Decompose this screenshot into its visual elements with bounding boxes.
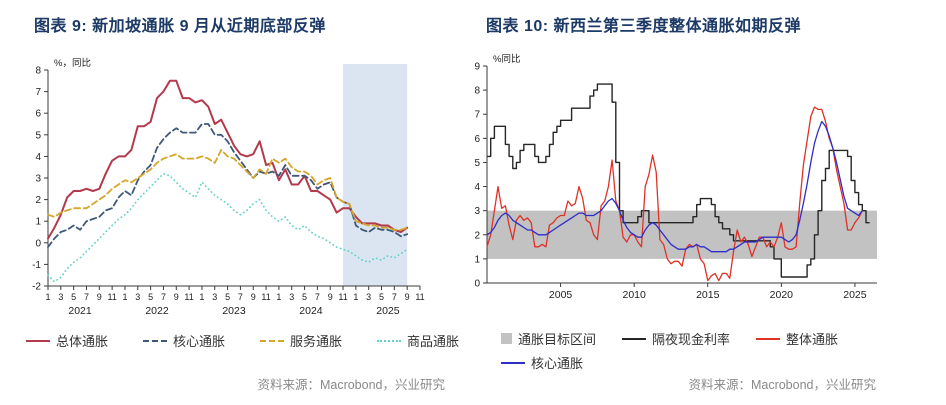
svg-text:0: 0 <box>35 238 41 249</box>
legend-label: 通胀目标区间 <box>518 332 597 347</box>
svg-text:11: 11 <box>415 292 424 302</box>
services-inflation-line-marker <box>259 339 284 342</box>
svg-text:3: 3 <box>366 292 371 302</box>
figure-10-legend-row-1: 通胀目标区间 隔夜现金利率 整体通胀 <box>473 329 946 348</box>
legend-label: 隔夜现金利率 <box>652 332 731 347</box>
svg-text:4: 4 <box>35 152 41 163</box>
figure-10-source: 资料来源：Macrobond，兴业研究 <box>688 378 876 392</box>
svg-text:2021: 2021 <box>68 305 92 317</box>
svg-text:4: 4 <box>474 182 480 193</box>
legend-item-headline-inflation: 整体通胀 <box>756 329 838 348</box>
svg-text:6: 6 <box>474 134 480 145</box>
svg-text:11: 11 <box>338 292 347 302</box>
legend-label: 整体通胀 <box>786 332 839 347</box>
legend-label: 总体通胀 <box>56 334 109 349</box>
core-inflation-line-marker <box>142 339 167 342</box>
svg-text:2025: 2025 <box>376 305 400 317</box>
svg-text:3: 3 <box>212 292 217 302</box>
svg-text:2: 2 <box>474 230 480 241</box>
svg-text:5: 5 <box>302 292 307 302</box>
svg-text:-1: -1 <box>32 260 41 271</box>
legend-label: 核心通胀 <box>531 356 584 371</box>
svg-text:7: 7 <box>161 292 166 302</box>
svg-text:1: 1 <box>474 254 480 265</box>
svg-text:1: 1 <box>45 292 50 302</box>
legend-item-overnight-cash-rate: 隔夜现金利率 <box>622 329 730 348</box>
svg-text:2010: 2010 <box>622 289 646 301</box>
svg-text:9: 9 <box>405 292 410 302</box>
figure-9-source: 资料来源：Macrobond，兴业研究 <box>257 378 445 392</box>
svg-text:%，同比: %，同比 <box>54 57 91 69</box>
svg-text:7: 7 <box>474 110 480 121</box>
svg-text:3: 3 <box>58 292 63 302</box>
goods-inflation-line-marker <box>376 339 401 342</box>
figure-9-panel: 图表 9: 新加坡通胀 9 月从近期底部反弹 8 7 6 5 4 3 2 1 0 -1 -2 1 3 5 7… <box>0 18 473 392</box>
svg-text:2020: 2020 <box>770 289 794 301</box>
svg-text:8: 8 <box>474 86 480 97</box>
headline-inflation-line-marker <box>26 339 50 342</box>
svg-text:7: 7 <box>35 87 41 98</box>
legend-item-goods-inflation: 商品通胀 <box>376 331 459 350</box>
svg-text:2023: 2023 <box>222 305 246 317</box>
svg-text:1: 1 <box>35 217 41 228</box>
svg-text:3: 3 <box>35 174 41 185</box>
legend-label: 服务通胀 <box>289 334 342 349</box>
svg-text:9: 9 <box>328 292 333 302</box>
legend-item-services-inflation: 服务通胀 <box>259 331 342 350</box>
svg-text:9: 9 <box>97 292 102 302</box>
legend-item-headline-inflation: 总体通胀 <box>26 331 108 350</box>
svg-text:7: 7 <box>392 292 397 302</box>
svg-text:%同比: %同比 <box>493 53 520 65</box>
svg-text:7: 7 <box>84 292 89 302</box>
target-band-swatch <box>501 333 512 344</box>
headline-inflation-line-marker <box>756 337 781 340</box>
legend-item-core-inflation: 核心通胀 <box>142 331 225 350</box>
legend-label: 核心通胀 <box>172 334 225 349</box>
svg-text:11: 11 <box>107 292 116 302</box>
svg-text:9: 9 <box>251 292 256 302</box>
svg-text:9: 9 <box>174 292 179 302</box>
svg-text:3: 3 <box>474 206 480 217</box>
svg-text:2005: 2005 <box>549 289 573 301</box>
figure-10-panel: 图表 10: 新西兰第三季度整体通胀如期反弹 9 8 7 6 5 4 3 2 1 0 2005 201… <box>473 0 946 405</box>
svg-text:5: 5 <box>225 292 230 302</box>
svg-text:1: 1 <box>199 292 204 302</box>
svg-text:2: 2 <box>35 195 41 206</box>
svg-text:2022: 2022 <box>145 305 169 317</box>
svg-text:9: 9 <box>474 62 480 73</box>
svg-text:7: 7 <box>238 292 243 302</box>
svg-text:5: 5 <box>474 158 480 169</box>
svg-text:0: 0 <box>474 279 480 290</box>
svg-text:2015: 2015 <box>696 289 720 301</box>
figure-9-title: 图表 9: 新加坡通胀 9 月从近期底部反弹 <box>34 18 326 35</box>
svg-text:8: 8 <box>35 66 41 77</box>
svg-text:3: 3 <box>289 292 294 302</box>
svg-text:2025: 2025 <box>843 289 867 301</box>
figure-10-title: 图表 10: 新西兰第三季度整体通胀如期反弹 <box>486 18 802 35</box>
svg-text:3: 3 <box>135 292 140 302</box>
figure-9-legend: 总体通胀 核心通胀 服务通胀 商品通胀 <box>0 331 473 350</box>
svg-text:1: 1 <box>276 292 281 302</box>
legend-item-target-band: 通胀目标区间 <box>501 329 596 348</box>
svg-text:11: 11 <box>184 292 193 302</box>
legend-item-core-inflation: 核心通胀 <box>501 353 583 372</box>
svg-text:1: 1 <box>353 292 358 302</box>
svg-text:5: 5 <box>379 292 384 302</box>
svg-text:6: 6 <box>35 109 41 120</box>
svg-text:7: 7 <box>315 292 320 302</box>
core-inflation-line-marker <box>501 361 525 364</box>
figure-10-legend-row-2: 核心通胀 <box>473 353 946 372</box>
svg-text:5: 5 <box>71 292 76 302</box>
svg-text:11: 11 <box>261 292 270 302</box>
legend-label: 商品通胀 <box>406 334 459 349</box>
svg-text:-2: -2 <box>32 282 41 293</box>
svg-text:2024: 2024 <box>299 305 323 317</box>
svg-text:5: 5 <box>35 130 41 141</box>
newzealand-inflation-chart: 9 8 7 6 5 4 3 2 1 0 2005 2010 2015 2020 2025 %同比 <box>474 53 877 301</box>
overnight-cash-rate-line-marker <box>622 337 647 340</box>
svg-text:1: 1 <box>122 292 127 302</box>
svg-text:5: 5 <box>148 292 153 302</box>
